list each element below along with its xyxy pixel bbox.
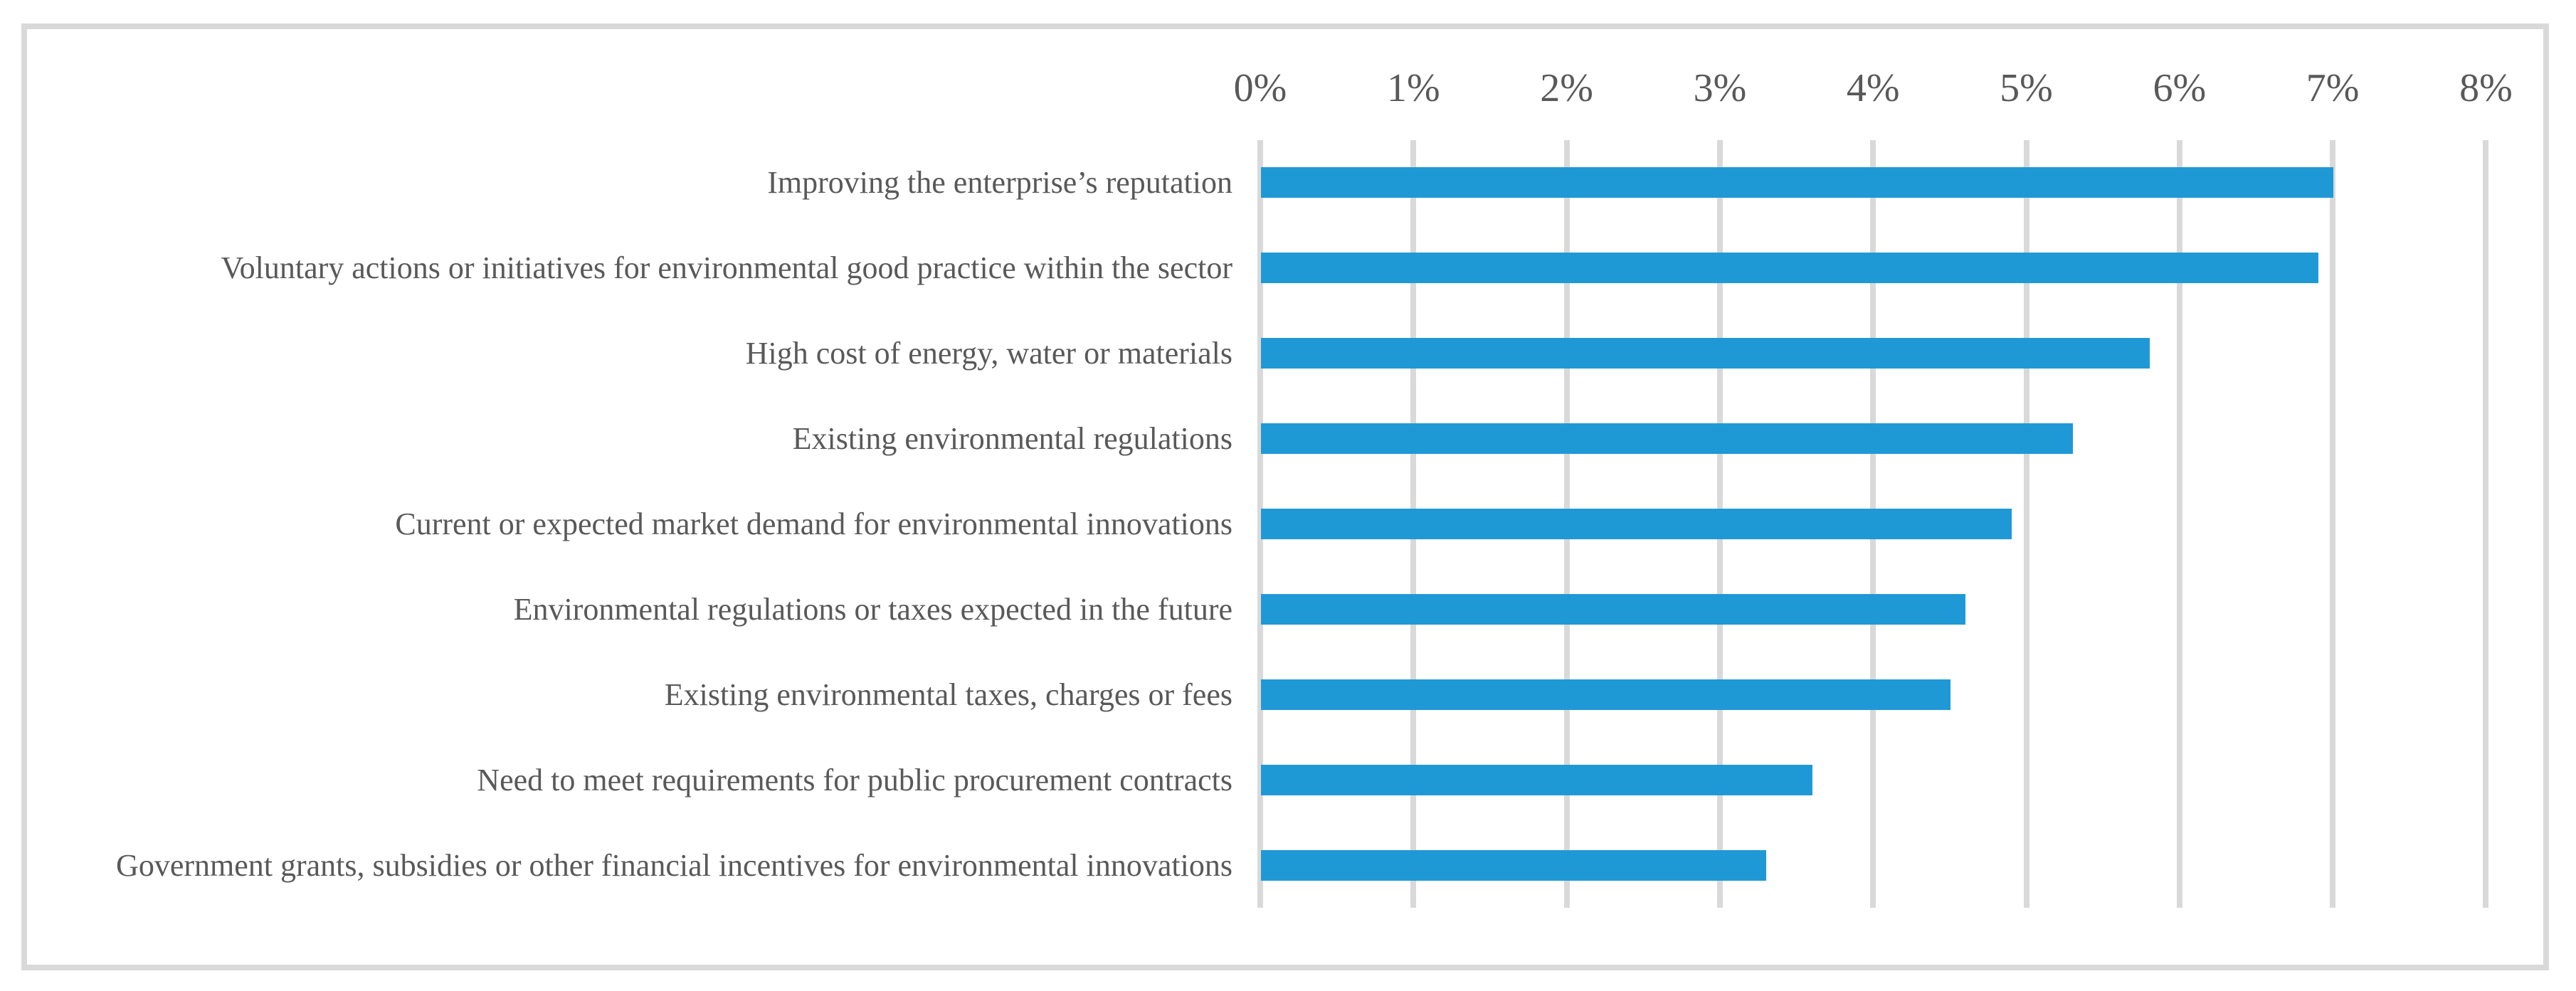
- category-label: Current or expected market demand for en…: [395, 506, 1232, 541]
- bar: [1261, 167, 2334, 198]
- category-label: Existing environmental regulations: [792, 421, 1232, 457]
- bar: [1261, 338, 2150, 369]
- bar: [1261, 593, 1966, 625]
- x-axis-tick-label: 7%: [2306, 66, 2360, 110]
- category-label: Government grants, subsidies or other fi…: [116, 847, 1232, 883]
- gridline: [2176, 140, 2182, 908]
- gridline: [1257, 140, 1263, 908]
- category-label: Improving the enterprise’s reputation: [767, 165, 1232, 201]
- x-axis-tick-label: 2%: [1540, 66, 1593, 110]
- x-axis-tick-label: 8%: [2459, 66, 2513, 110]
- bar: [1261, 253, 2318, 284]
- category-label: Existing environmental taxes, charges or…: [664, 677, 1232, 712]
- bar: [1261, 764, 1813, 795]
- bar: [1261, 423, 2074, 455]
- gridline: [2483, 140, 2489, 908]
- bar: [1261, 849, 1767, 881]
- x-axis-tick-label: 0%: [1233, 66, 1287, 110]
- x-axis-tick-label: 5%: [2000, 66, 2053, 110]
- gridline: [2330, 140, 2336, 908]
- gridline: [2023, 140, 2029, 908]
- category-label: Need to meet requirements for public pro…: [477, 762, 1232, 797]
- x-axis-tick-label: 4%: [1846, 66, 1900, 110]
- bar: [1261, 679, 1951, 710]
- x-axis-tick-label: 1%: [1386, 66, 1440, 110]
- x-axis-tick-label: 6%: [2153, 66, 2207, 110]
- category-label: High cost of energy, water or materials: [745, 336, 1232, 371]
- category-label: Voluntary actions or initiatives for env…: [221, 250, 1232, 286]
- category-label: Environmental regulations or taxes expec…: [513, 591, 1232, 627]
- x-axis-tick-label: 3%: [1693, 66, 1747, 110]
- bar: [1261, 509, 2012, 539]
